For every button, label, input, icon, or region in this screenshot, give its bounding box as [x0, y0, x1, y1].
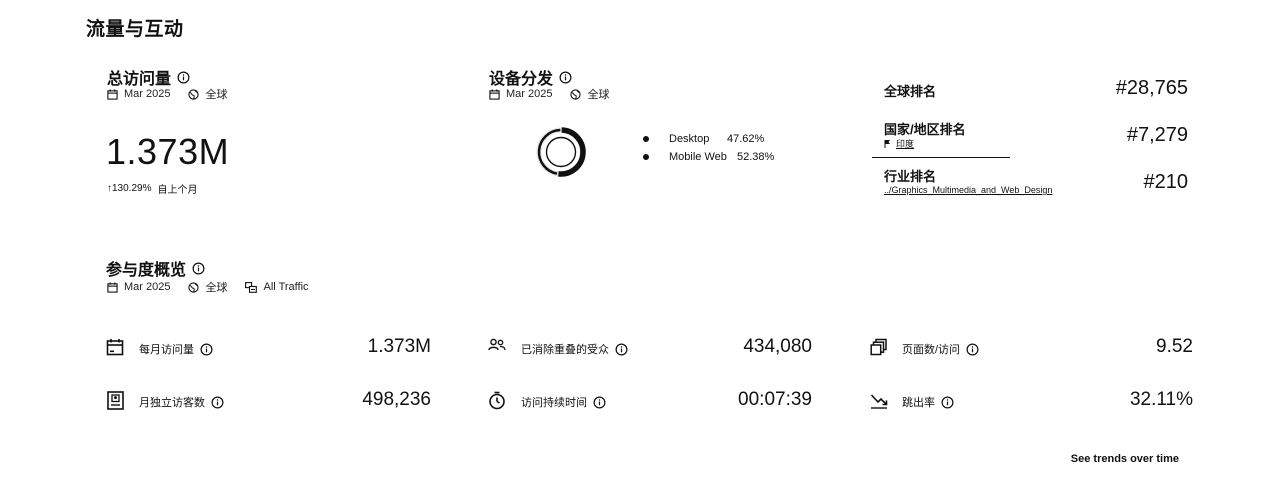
- country-rank-label: 国家/地区排名: [884, 122, 966, 137]
- legend-mobile: Mobile Web 52.38%: [643, 151, 774, 163]
- see-trends-link[interactable]: See trends over time: [1070, 453, 1179, 465]
- info-icon[interactable]: [200, 343, 213, 356]
- metric-value-visit-duration: 00:07:39: [738, 389, 812, 410]
- total-visits-title-text: 总访问量: [107, 71, 172, 88]
- globe-icon: [188, 281, 200, 293]
- timer-icon: [488, 391, 506, 409]
- donut-segment-desktop: [537, 128, 561, 175]
- info-icon[interactable]: [192, 262, 205, 275]
- global-rank-value: #28,765: [1115, 77, 1188, 99]
- info-icon[interactable]: [966, 343, 979, 356]
- country-name: 印度: [896, 139, 915, 149]
- engagement-period: Mar 2025: [124, 281, 171, 293]
- metric-label-visit-duration: 访问持续时间: [521, 394, 606, 410]
- metric-label-text: 访问持续时间: [521, 397, 587, 409]
- device-region: 全球: [587, 89, 610, 101]
- rank-divider: [872, 157, 1010, 158]
- metric-value-monthly-visits: 1.373M: [367, 336, 431, 357]
- device-period: Mar 2025: [506, 88, 553, 100]
- calendar-icon: [107, 88, 118, 100]
- info-icon[interactable]: [211, 396, 224, 409]
- info-icon[interactable]: [615, 343, 628, 356]
- legend-pct: 47.62%: [727, 133, 765, 145]
- device-title: 设备分发: [489, 65, 572, 89]
- section-title: 流量与互动: [86, 19, 184, 40]
- device-title-text: 设备分发: [489, 71, 554, 88]
- users-icon: [488, 337, 506, 355]
- total-visits-change: ↑130.29% 自上个月: [107, 181, 197, 196]
- total-visits-title: 总访问量: [107, 65, 190, 89]
- device-meta: Mar 2025 全球: [489, 86, 609, 102]
- industry-rank-link[interactable]: ../Graphics_Multimedia_and_Web_Design: [884, 185, 1053, 195]
- metric-label-unique-visitors: 月独立访客数: [139, 394, 224, 410]
- total-visits-meta: Mar 2025 全球: [107, 86, 227, 102]
- globe-icon: [188, 88, 200, 100]
- legend-pct: 52.38%: [737, 151, 775, 163]
- metric-label-dedup-audience: 已消除重叠的受众: [521, 341, 628, 357]
- metric-label-text: 跳出率: [902, 397, 935, 409]
- metric-label-text: 页面数/访问: [902, 344, 961, 356]
- legend-desktop: Desktop 47.62%: [643, 133, 764, 145]
- metric-value-dedup-audience: 434,080: [743, 336, 812, 357]
- total-visits-value: 1.373M: [106, 131, 230, 172]
- industry-rank-label: 行业排名: [884, 169, 937, 184]
- engagement-title-text: 参与度概览: [106, 262, 187, 279]
- engagement-region: 全球: [205, 282, 228, 294]
- calendar-icon: [489, 88, 500, 100]
- device-donut-chart: [536, 127, 586, 177]
- legend-dot: [643, 136, 649, 142]
- engagement-meta: Mar 2025 全球 All Traffic: [107, 279, 309, 295]
- info-icon[interactable]: [177, 71, 190, 84]
- calendar-icon: [107, 281, 118, 293]
- metric-label-pages-per-visit: 页面数/访问: [902, 341, 979, 357]
- metric-value-pages-per-visit: 9.52: [1156, 336, 1193, 357]
- metric-label-bounce-rate: 跳出率: [902, 394, 954, 410]
- metric-label-monthly-visits: 每月访问量: [139, 341, 213, 357]
- flag-icon: [884, 139, 892, 148]
- donut-inner-ring: [545, 136, 577, 168]
- metric-label-text: 每月访问量: [139, 344, 194, 356]
- total-visits-region: 全球: [205, 89, 228, 101]
- donut-segment-mobile: [558, 127, 586, 177]
- engagement-traffic: All Traffic: [263, 281, 309, 293]
- change-label: 自上个月: [157, 185, 198, 196]
- metric-value-unique-visitors: 498,236: [362, 389, 431, 410]
- total-visits-period: Mar 2025: [124, 88, 171, 100]
- info-icon[interactable]: [559, 71, 572, 84]
- country-rank-sub[interactable]: 印度: [884, 137, 914, 150]
- traffic-source-icon: [245, 281, 258, 293]
- industry-rank-value: #210: [1143, 171, 1189, 193]
- info-icon[interactable]: [593, 396, 606, 409]
- metric-value-bounce-rate: 32.11%: [1129, 389, 1193, 410]
- legend-dot: [643, 154, 649, 160]
- visitor-card-icon: [106, 390, 124, 410]
- globe-icon: [570, 88, 582, 100]
- global-rank-label: 全球排名: [884, 84, 937, 99]
- change-value: ↑130.29%: [107, 183, 152, 194]
- pages-icon: [870, 338, 888, 356]
- calendar-icon: [106, 338, 124, 356]
- info-icon[interactable]: [941, 396, 954, 409]
- bounce-icon: [870, 391, 888, 409]
- metric-label-text: 月独立访客数: [139, 397, 205, 409]
- legend-name: Desktop: [669, 133, 710, 145]
- country-rank-value: #7,279: [1126, 124, 1188, 146]
- engagement-title: 参与度概览: [106, 256, 205, 280]
- metric-label-text: 已消除重叠的受众: [521, 344, 609, 356]
- legend-name: Mobile Web: [669, 151, 727, 163]
